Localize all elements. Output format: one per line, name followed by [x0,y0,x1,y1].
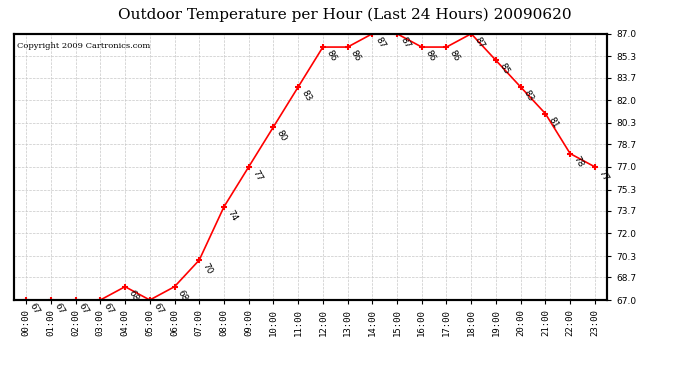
Text: Outdoor Temperature per Hour (Last 24 Hours) 20090620: Outdoor Temperature per Hour (Last 24 Ho… [118,8,572,22]
Text: 74: 74 [226,208,239,222]
Text: 87: 87 [374,35,387,50]
Text: 68: 68 [176,288,190,303]
Text: 67: 67 [101,302,115,316]
Text: 87: 87 [473,35,486,50]
Text: 77: 77 [250,168,264,183]
Text: Copyright 2009 Cartronics.com: Copyright 2009 Cartronics.com [17,42,150,50]
Text: 83: 83 [299,88,313,103]
Text: 81: 81 [546,115,560,129]
Text: 68: 68 [126,288,140,303]
Text: 67: 67 [28,302,41,316]
Text: 67: 67 [52,302,66,316]
Text: 67: 67 [77,302,90,316]
Text: 67: 67 [151,302,165,316]
Text: 80: 80 [275,128,288,143]
Text: 77: 77 [596,168,610,183]
Text: 86: 86 [324,48,338,63]
Text: 86: 86 [349,48,362,63]
Text: 70: 70 [201,261,214,276]
Text: 78: 78 [571,155,585,170]
Text: 87: 87 [398,35,412,50]
Text: 86: 86 [423,48,437,63]
Text: 83: 83 [522,88,535,103]
Text: 85: 85 [497,62,511,76]
Text: 86: 86 [448,48,462,63]
